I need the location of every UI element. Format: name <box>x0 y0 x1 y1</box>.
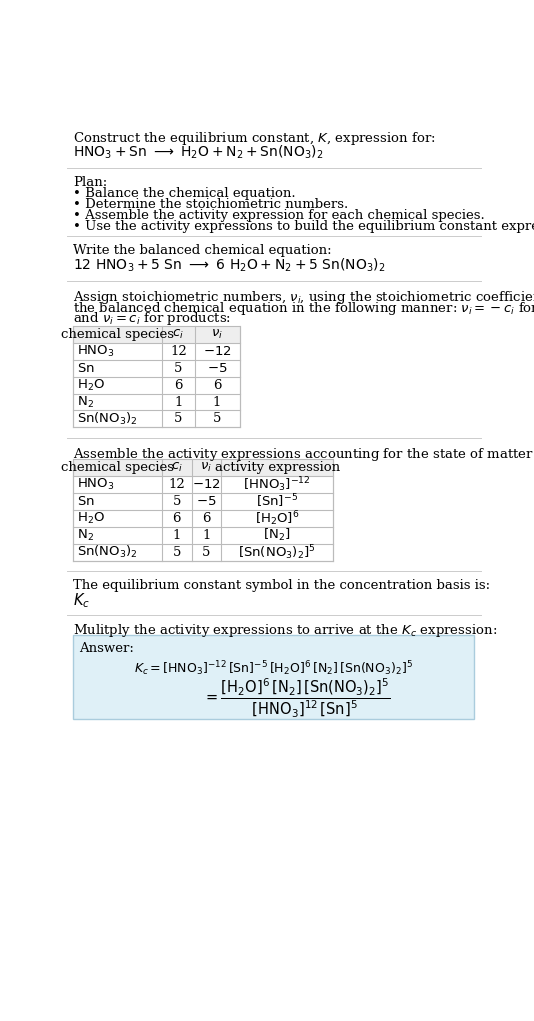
Text: 6: 6 <box>174 379 183 392</box>
Text: $\mathrm{H_2O}$: $\mathrm{H_2O}$ <box>77 378 105 393</box>
Text: Answer:: Answer: <box>79 642 134 655</box>
Text: $K_c$: $K_c$ <box>73 591 90 611</box>
Text: 12: 12 <box>168 478 185 491</box>
Text: Construct the equilibrium constant, $K$, expression for:: Construct the equilibrium constant, $K$,… <box>73 131 436 147</box>
Bar <box>73 635 474 719</box>
Bar <box>73 459 333 476</box>
Text: • Use the activity expressions to build the equilibrium constant expression.: • Use the activity expressions to build … <box>73 220 534 233</box>
Text: $c_i$: $c_i$ <box>171 460 183 474</box>
Text: $c_i$: $c_i$ <box>172 328 184 341</box>
Text: $[\mathrm{H_2O}]^{6}$: $[\mathrm{H_2O}]^{6}$ <box>255 508 300 528</box>
Text: $[\mathrm{Sn}]^{-5}$: $[\mathrm{Sn}]^{-5}$ <box>256 492 298 510</box>
Text: 5: 5 <box>172 495 181 507</box>
Text: Assemble the activity expressions accounting for the state of matter and $\nu_i$: Assemble the activity expressions accoun… <box>73 446 534 463</box>
Text: 1: 1 <box>172 529 181 542</box>
Bar <box>73 377 240 393</box>
Text: $\nu_i$: $\nu_i$ <box>211 328 223 341</box>
Text: Mulitply the activity expressions to arrive at the $K_c$ expression:: Mulitply the activity expressions to arr… <box>73 622 497 639</box>
Text: Assign stoichiometric numbers, $\nu_i$, using the stoichiometric coefficients, $: Assign stoichiometric numbers, $\nu_i$, … <box>73 289 534 306</box>
Text: Plan:: Plan: <box>73 176 107 189</box>
Text: $\mathrm{Sn(NO_3)_2}$: $\mathrm{Sn(NO_3)_2}$ <box>77 544 138 561</box>
Text: $\mathrm{Sn}$: $\mathrm{Sn}$ <box>77 495 95 507</box>
Bar <box>73 326 240 428</box>
Bar <box>73 326 240 343</box>
Text: 1: 1 <box>174 395 183 408</box>
Text: $\mathrm{12\ HNO_3 + 5\ Sn\ \longrightarrow\ 6\ H_2O + N_2 + 5\ Sn(NO_3)_2}$: $\mathrm{12\ HNO_3 + 5\ Sn\ \longrightar… <box>73 256 386 274</box>
Text: 1: 1 <box>202 529 210 542</box>
Text: $\mathrm{Sn(NO_3)_2}$: $\mathrm{Sn(NO_3)_2}$ <box>77 410 138 427</box>
Text: $\mathrm{HNO_3}$: $\mathrm{HNO_3}$ <box>77 344 114 358</box>
Text: $\mathrm{HNO_3}$: $\mathrm{HNO_3}$ <box>77 477 114 492</box>
Text: activity expression: activity expression <box>215 460 340 474</box>
Text: $\mathrm{HNO_3 + Sn\ \longrightarrow\ H_2O + N_2 + Sn(NO_3)_2}$: $\mathrm{HNO_3 + Sn\ \longrightarrow\ H_… <box>73 143 324 160</box>
Text: $= \dfrac{[\mathrm{H_2O}]^{6}\,[\mathrm{N_2}]\,[\mathrm{Sn(NO_3)_2}]^{5}}{[\math: $= \dfrac{[\mathrm{H_2O}]^{6}\,[\mathrm{… <box>203 676 391 720</box>
Text: $\mathrm{N_2}$: $\mathrm{N_2}$ <box>77 394 94 409</box>
Text: $\nu_i$: $\nu_i$ <box>200 460 212 474</box>
Text: the balanced chemical equation in the following manner: $\nu_i = -c_i$ for react: the balanced chemical equation in the fo… <box>73 299 534 317</box>
Text: chemical species: chemical species <box>61 328 174 341</box>
Text: $\mathrm{Sn}$: $\mathrm{Sn}$ <box>77 361 95 375</box>
Text: 12: 12 <box>170 345 187 357</box>
Text: 5: 5 <box>174 412 183 426</box>
Bar <box>73 459 333 561</box>
Text: $-12$: $-12$ <box>203 345 231 357</box>
Text: Write the balanced chemical equation:: Write the balanced chemical equation: <box>73 244 332 257</box>
Text: 5: 5 <box>202 545 210 558</box>
Bar <box>73 493 333 509</box>
Text: 5: 5 <box>172 545 181 558</box>
Text: • Determine the stoichiometric numbers.: • Determine the stoichiometric numbers. <box>73 198 348 211</box>
Text: • Assemble the activity expression for each chemical species.: • Assemble the activity expression for e… <box>73 208 485 222</box>
Text: $-5$: $-5$ <box>207 361 227 375</box>
Bar <box>73 509 333 527</box>
Text: $\mathrm{N_2}$: $\mathrm{N_2}$ <box>77 528 94 543</box>
Bar <box>73 359 240 377</box>
Text: chemical species: chemical species <box>61 460 174 474</box>
Bar <box>73 410 240 428</box>
Text: 6: 6 <box>213 379 222 392</box>
Text: $K_c = [\mathrm{HNO_3}]^{-12}\,[\mathrm{Sn}]^{-5}\,[\mathrm{H_2O}]^{6}\,[\mathrm: $K_c = [\mathrm{HNO_3}]^{-12}\,[\mathrm{… <box>134 660 413 678</box>
Text: 1: 1 <box>213 395 221 408</box>
Text: $[\mathrm{HNO_3}]^{-12}$: $[\mathrm{HNO_3}]^{-12}$ <box>244 475 311 494</box>
Text: 5: 5 <box>213 412 221 426</box>
Text: and $\nu_i = c_i$ for products:: and $\nu_i = c_i$ for products: <box>73 310 231 328</box>
Text: $-5$: $-5$ <box>196 495 216 507</box>
Text: 6: 6 <box>202 512 210 525</box>
Text: • Balance the chemical equation.: • Balance the chemical equation. <box>73 187 296 200</box>
Text: $\mathrm{H_2O}$: $\mathrm{H_2O}$ <box>77 510 105 526</box>
Bar <box>73 544 333 561</box>
Bar <box>73 476 333 493</box>
Text: $[\mathrm{N_2}]$: $[\mathrm{N_2}]$ <box>263 527 291 543</box>
Text: The equilibrium constant symbol in the concentration basis is:: The equilibrium constant symbol in the c… <box>73 579 490 592</box>
Bar <box>73 527 333 544</box>
Text: $[\mathrm{Sn(NO_3)_2}]^{5}$: $[\mathrm{Sn(NO_3)_2}]^{5}$ <box>238 543 316 562</box>
Bar <box>73 393 240 410</box>
Text: $-12$: $-12$ <box>192 478 221 491</box>
Text: 6: 6 <box>172 512 181 525</box>
Text: 5: 5 <box>174 361 183 375</box>
Bar <box>73 343 240 359</box>
